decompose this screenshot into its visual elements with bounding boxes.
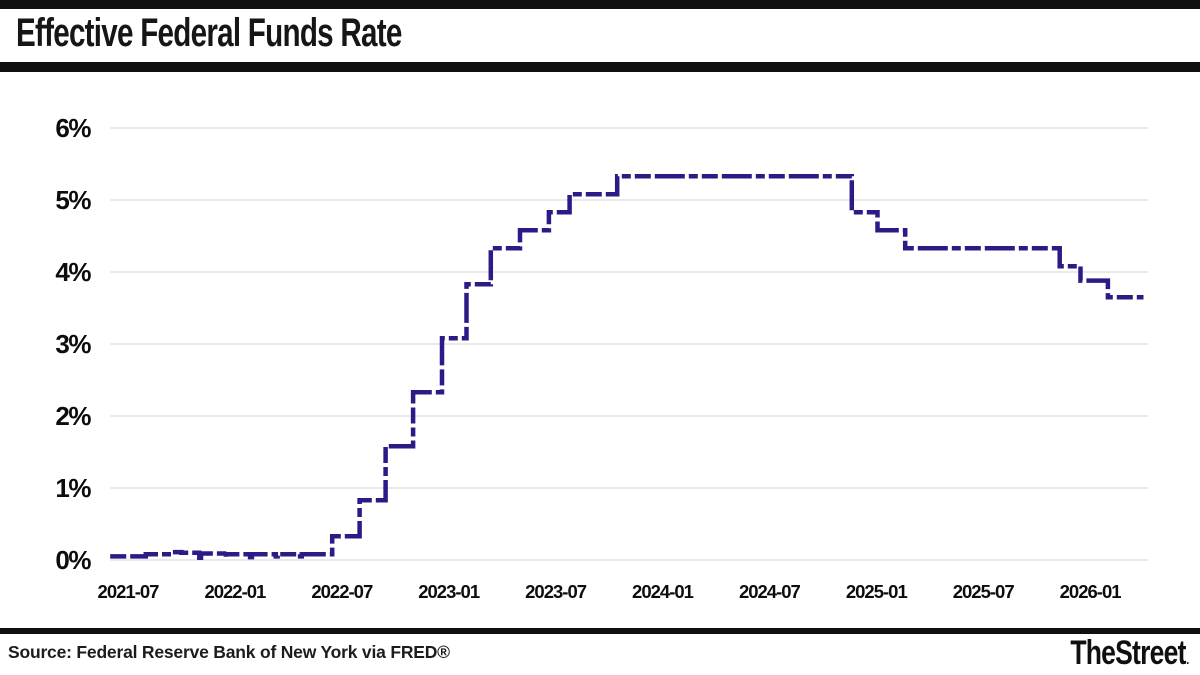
chart-canvas: 0% 1% 2% 3% 4% 5% 6% 2021-07 2022-01 2022-07 2023-… — [55, 113, 1148, 602]
y-tick-label-6%: 6% — [55, 113, 91, 143]
x-tick-label-2025-07: 2025-07 — [953, 581, 1015, 602]
x-axis-tick-labels: 2021-07 2022-01 2022-07 2023-01 2023-07 2024-… — [98, 581, 1123, 602]
y-tick-label-3%: 3% — [55, 329, 91, 359]
effr-rate-line — [110, 173, 1144, 561]
top-accent-bar — [0, 0, 1200, 9]
x-tick-label-2026-01: 2026-01 — [1060, 581, 1122, 602]
y-tick-label-2%: 2% — [55, 401, 91, 431]
x-tick-label-2022-01: 2022-01 — [204, 581, 266, 602]
x-tick-label-2022-07: 2022-07 — [311, 581, 373, 602]
page-title: Effective Federal Funds Rate — [16, 11, 537, 55]
x-tick-label-2024-01: 2024-01 — [632, 581, 694, 602]
y-tick-label-0%: 0% — [55, 545, 91, 575]
x-tick-label-2021-07: 2021-07 — [98, 581, 160, 602]
source-attribution: Source: Federal Reserve Bank of New York… — [8, 642, 450, 662]
y-tick-label-5%: 5% — [55, 185, 91, 215]
gridlines — [110, 127, 1148, 561]
effr-line-chart: 0% 1% 2% 3% 4% 5% 6% 2021-07 2022-01 2022-07 2023-… — [0, 75, 1200, 628]
page-title-text: Effective Federal Funds Rate — [16, 10, 402, 55]
x-tick-label-2025-01: 2025-01 — [846, 581, 908, 602]
title-divider-bar — [0, 62, 1200, 72]
thestreet-logo-dot: . — [1185, 651, 1189, 667]
y-tick-label-1%: 1% — [55, 473, 91, 503]
x-tick-label-2023-01: 2023-01 — [418, 581, 480, 602]
footer-divider-bar — [0, 628, 1200, 634]
x-tick-label-2024-07: 2024-07 — [739, 581, 801, 602]
thestreet-logo: TheStreet. — [1037, 633, 1189, 672]
y-tick-label-4%: 4% — [55, 257, 91, 287]
x-tick-label-2023-07: 2023-07 — [525, 581, 587, 602]
thestreet-logo-text: TheStreet — [1069, 633, 1186, 672]
y-axis-tick-labels: 0% 1% 2% 3% 4% 5% 6% — [55, 113, 92, 575]
